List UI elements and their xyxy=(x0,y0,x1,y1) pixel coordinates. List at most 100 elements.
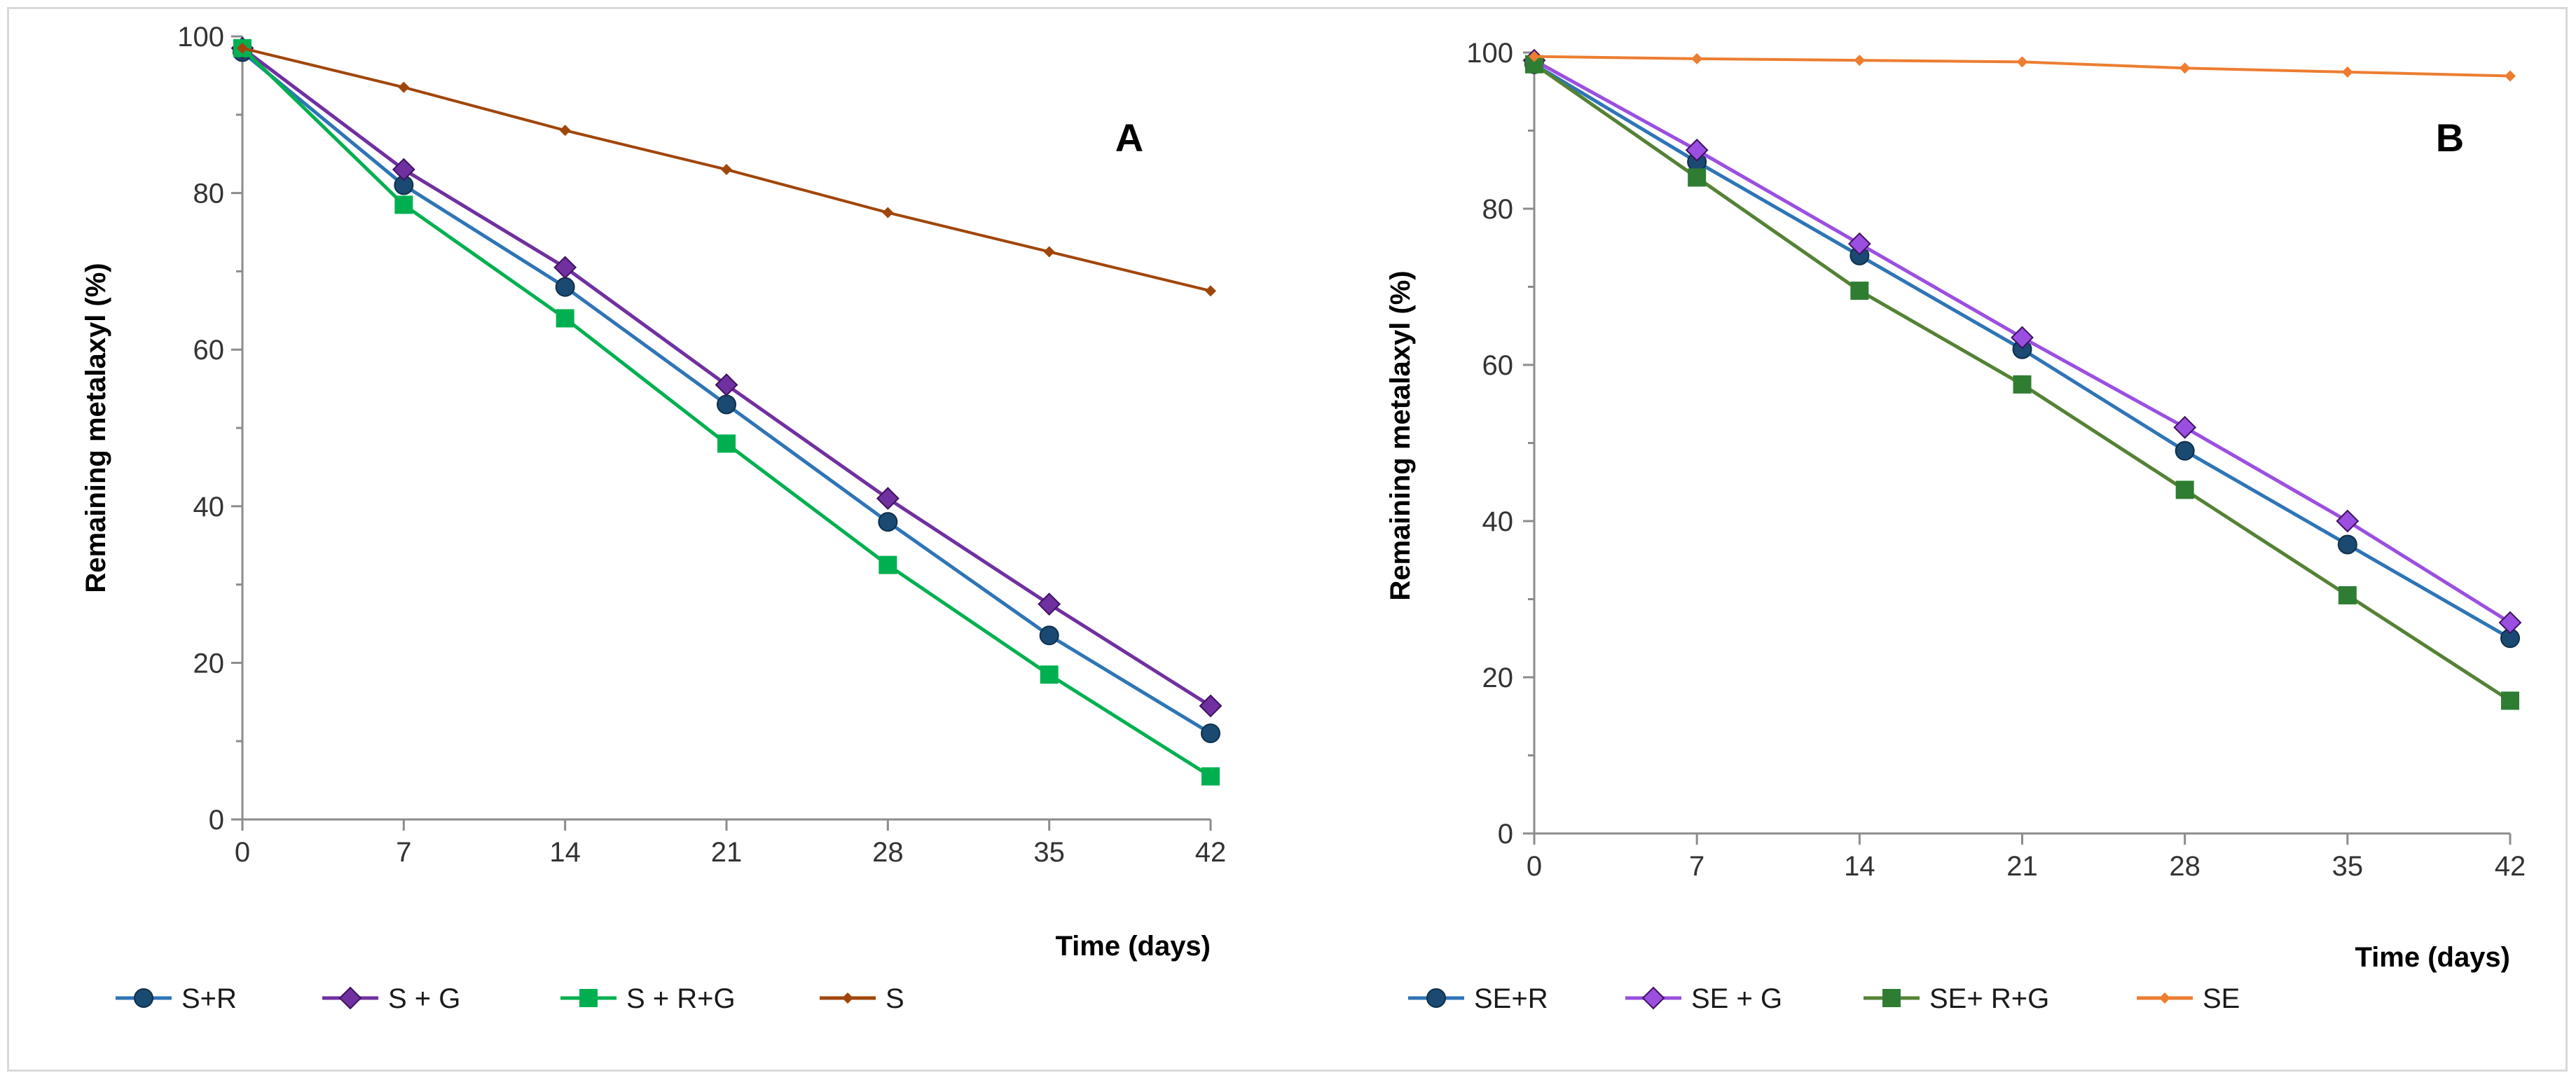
chart-b-point-se-r-g xyxy=(1850,282,1869,300)
chart-a-point-s xyxy=(721,164,732,176)
chart-b: 0 20 40 60 80 100 0 7 14 21 28 35 42 B Remaining me… xyxy=(1385,38,2526,1014)
chart-b-legend-marker-se xyxy=(2159,992,2170,1004)
chart-b-legend-label-se: SE xyxy=(2203,983,2240,1014)
chart-b-x-tick-label: 42 xyxy=(2495,851,2526,882)
chart-b-series xyxy=(1522,48,2522,710)
chart-b-legend-label-se-g: SE + G xyxy=(1691,983,1782,1014)
chart-b-point-se-r-g xyxy=(2501,691,2519,710)
chart-b-point-se-r-g xyxy=(2013,375,2032,394)
chart-a-point-s-r xyxy=(878,512,898,532)
chart-b-x-tick-label: 28 xyxy=(2169,851,2200,882)
chart-b-point-se-g xyxy=(2173,415,2197,439)
chart-a-y-axis-title: Remaining metalaxyl (%) xyxy=(81,263,111,593)
chart-b-legend-label-se-r: SE+R xyxy=(1474,983,1548,1014)
chart-a-point-s xyxy=(1043,246,1055,258)
chart-b-point-se-g xyxy=(1685,138,1709,162)
chart-a-y-tick-label: 60 xyxy=(193,335,225,366)
chart-a-x-tick-label: 0 xyxy=(235,837,250,868)
chart-a-y-tick-label: 0 xyxy=(209,805,224,836)
chart-b-point-se-g xyxy=(2498,611,2522,635)
chart-b-point-se-g xyxy=(2336,509,2360,533)
chart-a-point-s-g xyxy=(715,373,738,396)
chart-a-y-tick-label: 20 xyxy=(193,648,225,679)
chart-a-point-s-g xyxy=(1038,593,1061,616)
figure-frame xyxy=(7,7,2568,1072)
chart-a-point-s-r xyxy=(1039,625,1059,646)
chart-a-point-s-g xyxy=(392,158,415,181)
chart-b-point-se-g xyxy=(2011,326,2034,349)
chart-a-point-s xyxy=(237,42,248,54)
chart-b-point-se xyxy=(1854,55,1866,67)
chart-a-legend-label-s-r-g: S + R+G xyxy=(626,983,736,1014)
chart-a-point-s xyxy=(1205,285,1216,297)
chart-b-x-tick-label: 7 xyxy=(1689,851,1704,882)
chart-b-x-tick-label: 21 xyxy=(2006,851,2038,882)
chart-b-x-tick-label: 14 xyxy=(1844,851,1875,882)
chart-a-y-tick-label: 80 xyxy=(193,179,225,209)
chart-b-point-se-r-g xyxy=(2175,480,2194,499)
chart-b-x-tick-label: 35 xyxy=(2332,851,2364,882)
chart-a-point-s-g xyxy=(1199,694,1222,718)
chart-a-series xyxy=(230,36,1222,786)
chart-b-point-se-r-g xyxy=(2338,586,2357,604)
chart-b-point-se xyxy=(2016,56,2028,68)
chart-a-point-s xyxy=(882,207,894,219)
chart-b-point-se-g xyxy=(1847,232,1871,256)
chart-a-legend-label-s: S xyxy=(886,983,904,1014)
chart-b-y-tick-label: 80 xyxy=(1482,194,1514,225)
chart-a-legend-label-s-r: S+R xyxy=(181,983,237,1014)
chart-b-x-axis-title: Time (days) xyxy=(2355,942,2510,973)
chart-b-legend-marker-se-g xyxy=(1641,986,1665,1010)
chart-b-point-se xyxy=(2341,66,2353,78)
chart-a-x-axis-title: Time (days) xyxy=(1055,931,1211,962)
chart-b-point-se xyxy=(1529,50,1540,62)
chart-a-point-s-r-g xyxy=(879,555,897,574)
chart-b-y-tick-label: 20 xyxy=(1482,663,1514,693)
chart-a-x-tick-label: 14 xyxy=(549,837,581,868)
chart-b-y-tick-label: 40 xyxy=(1482,506,1514,537)
chart-a-legend: S+R S + G S + R+G S xyxy=(116,983,904,1014)
chart-a-y-ticks: 0 20 40 60 80 100 xyxy=(177,22,242,836)
chart-a-point-s-r-g xyxy=(1040,665,1059,684)
chart-a-point-s-r-g xyxy=(556,309,574,328)
chart-a-point-s-r-g xyxy=(717,434,736,453)
chart-a-x-tick-label: 35 xyxy=(1033,837,1065,868)
chart-a-legend-marker-s xyxy=(842,992,853,1004)
chart-a-y-tick-label: 40 xyxy=(193,492,225,522)
chart-a-x-tick-label: 42 xyxy=(1195,837,1227,868)
chart-b-point-se xyxy=(1691,53,1703,64)
chart-a-point-s-r-g xyxy=(1201,767,1220,786)
chart-b-x-ticks: 0 7 14 21 28 35 42 xyxy=(1527,833,2526,882)
chart-a-x-tick-label: 7 xyxy=(396,837,411,868)
chart-b-legend-marker-se-r xyxy=(1426,988,1446,1008)
chart-a-x-tick-label: 28 xyxy=(872,837,904,868)
chart-b-point-se xyxy=(2505,70,2516,82)
chart-b-y-tick-label: 100 xyxy=(1466,38,1513,69)
chart-a-legend-marker-s-r-g xyxy=(579,989,598,1007)
chart-b-point-se xyxy=(2179,62,2191,74)
chart-a-point-s-r xyxy=(717,394,736,415)
chart-b-y-tick-label: 60 xyxy=(1482,350,1514,381)
chart-a-x-tick-label: 21 xyxy=(711,837,743,868)
chart-a-point-s-r xyxy=(555,277,575,297)
chart-a-legend-marker-s-r xyxy=(134,988,153,1008)
chart-b-y-axis-title: Remaining metalaxyl (%) xyxy=(1385,270,1416,600)
chart-b-panel-label: B xyxy=(2436,116,2464,160)
chart-a-point-s xyxy=(398,81,410,93)
chart-a-y-tick-label: 100 xyxy=(177,22,224,53)
chart-a-point-s-g xyxy=(553,256,577,279)
chart-a-x-ticks: 0 7 14 21 28 35 42 xyxy=(235,819,1226,868)
chart-a-point-s-r xyxy=(1201,724,1220,744)
chart-b-point-se-r-g xyxy=(1688,168,1707,187)
chart-b-legend-label-se-r-g: SE+ R+G xyxy=(1929,983,2049,1014)
chart-b-legend: SE+R SE + G SE+ R+G SE xyxy=(1408,983,2240,1014)
chart-b-x-tick-label: 0 xyxy=(1527,851,1542,882)
chart-a-point-s-g xyxy=(876,487,900,511)
chart-b-y-tick-label: 0 xyxy=(1498,819,1513,850)
chart-a: 0 20 40 60 80 100 0 7 14 21 28 35 42 A Remaining me… xyxy=(81,22,1226,1014)
chart-a-point-s-r-g xyxy=(394,195,413,214)
chart-a-point-s xyxy=(559,125,571,137)
chart-b-legend-marker-se-r-g xyxy=(1882,989,1901,1007)
chart-a-legend-marker-s-g xyxy=(338,986,362,1010)
